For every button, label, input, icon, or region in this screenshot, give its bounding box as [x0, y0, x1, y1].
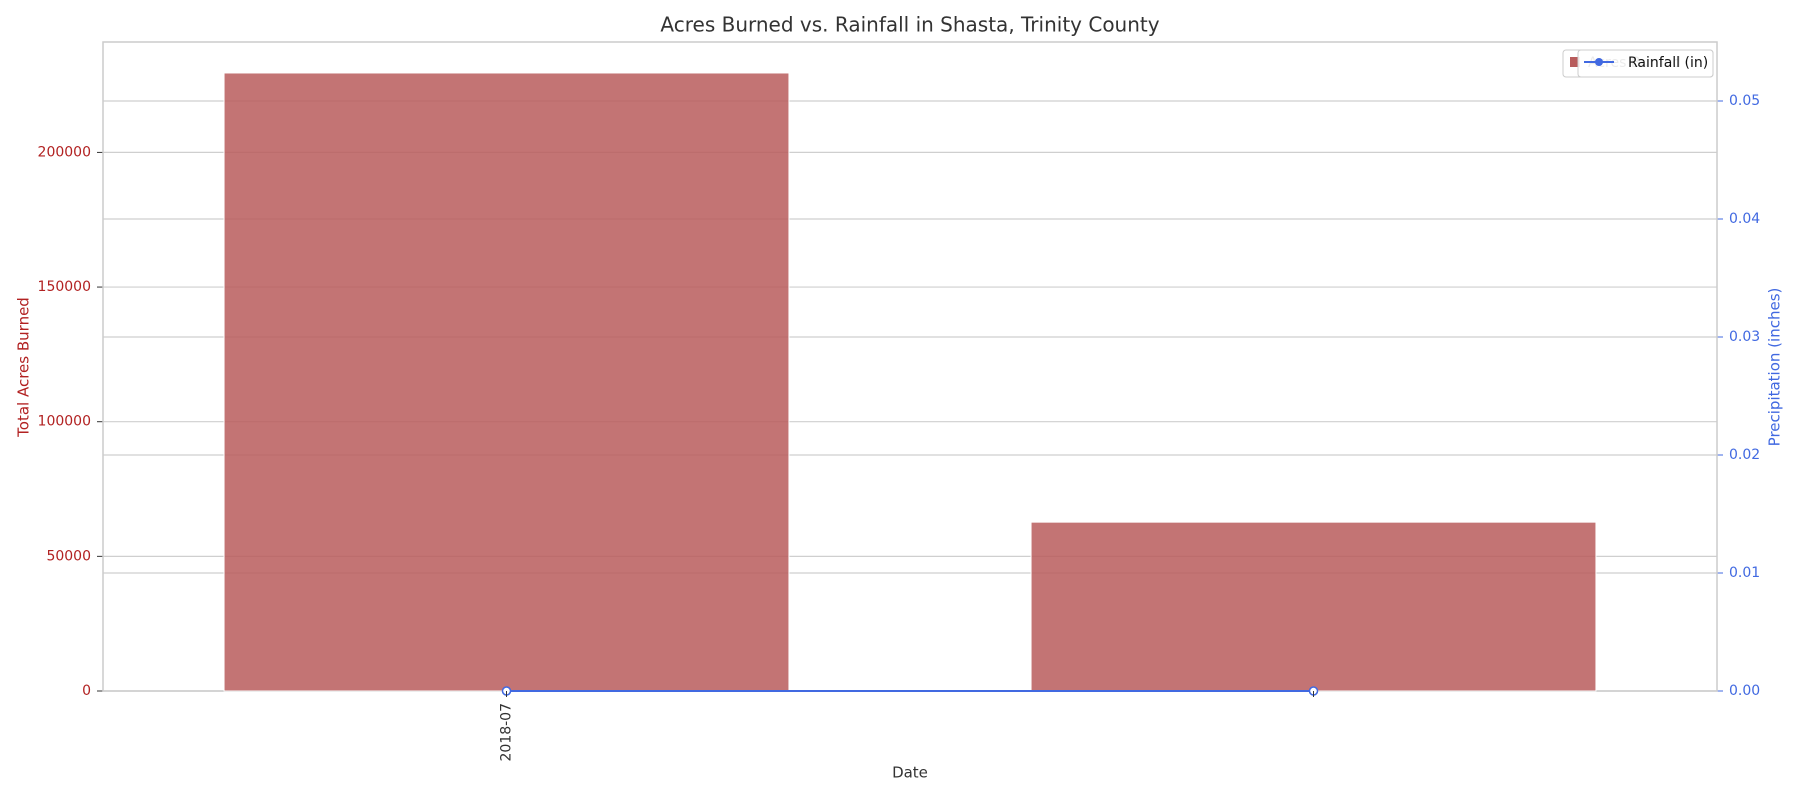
y-tick-label: 200000 — [38, 144, 91, 160]
y2-tick-label: 0.05 — [1729, 93, 1760, 109]
y-tick-label: 150000 — [38, 279, 91, 295]
y-tick-label: 50000 — [46, 548, 91, 564]
x-tick-label: 2018-07 — [499, 703, 515, 762]
legend-swatch — [1570, 57, 1580, 67]
legend-marker — [1595, 58, 1603, 66]
y2-tick-label: 0.04 — [1729, 211, 1760, 227]
y2-tick-label: 0.03 — [1729, 329, 1760, 345]
y-tick-label: 0 — [82, 683, 91, 699]
y2-axis-label: Precipitation (inches) — [1766, 288, 1784, 447]
y2-tick-label: 0.01 — [1729, 565, 1760, 581]
chart-title: Acres Burned vs. Rainfall in Shasta, Tri… — [660, 13, 1159, 37]
y-tick-label: 100000 — [38, 414, 91, 430]
y2-tick-label: 0.00 — [1729, 683, 1760, 699]
bar — [223, 72, 790, 692]
legend-box — [1577, 49, 1714, 78]
legend-label: Rainfall (in) — [1628, 55, 1708, 71]
bar — [1030, 521, 1597, 692]
y2-tick-label: 0.02 — [1729, 447, 1760, 463]
y-axis-label: Total Acres Burned — [15, 297, 33, 438]
x-axis-label: Date — [892, 764, 928, 782]
